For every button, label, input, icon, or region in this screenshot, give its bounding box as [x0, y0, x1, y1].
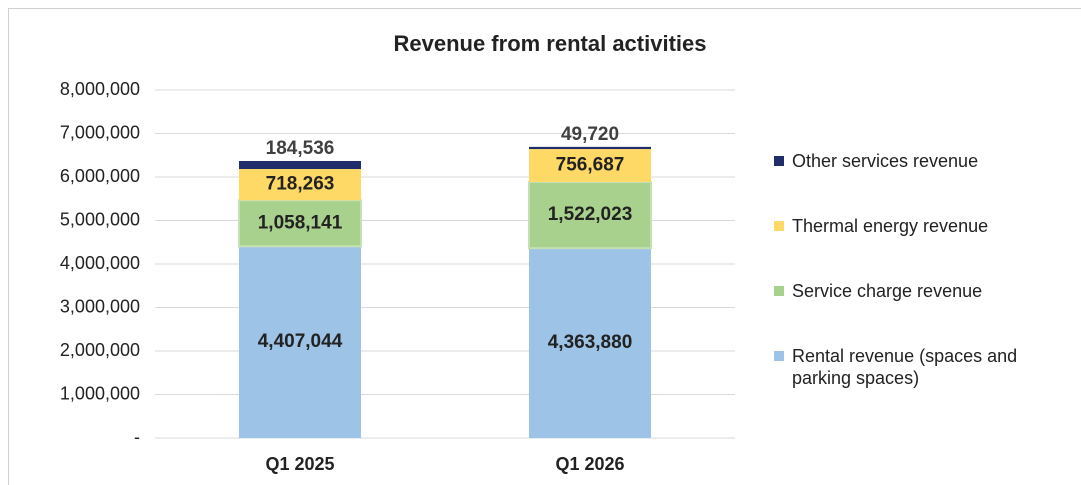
legend-label: Thermal energy revenue [792, 216, 989, 236]
x-tick-label: Q1 2026 [555, 454, 624, 474]
y-tick-label: 3,000,000 [60, 296, 140, 316]
y-tick-label: 8,000,000 [60, 79, 140, 99]
legend-label: Other services revenue [792, 151, 979, 171]
bar-segment [239, 169, 361, 201]
data-label: 718,263 [266, 174, 335, 195]
bar-segment [239, 160, 361, 170]
legend-item: Service charge revenue [770, 280, 1070, 345]
data-label: 756,687 [556, 155, 625, 176]
legend-swatch [774, 351, 784, 361]
data-label: 1,058,141 [258, 212, 343, 233]
legend-label: Service charge revenue [792, 281, 983, 301]
legend-label: Rental revenue (spaces and parking space… [792, 346, 1018, 388]
y-tick-label: - [134, 427, 140, 447]
y-tick-label: 4,000,000 [60, 253, 140, 273]
legend-swatch [774, 156, 784, 166]
legend: Other services revenue Thermal energy rev… [770, 150, 1070, 410]
legend-swatch [774, 221, 784, 231]
chart-title: Revenue from rental activities [393, 31, 706, 56]
bar-segment [528, 180, 652, 250]
chart-border [8, 8, 1081, 485]
y-tick-label: 1,000,000 [60, 383, 140, 403]
data-label: 1,522,023 [548, 204, 633, 225]
data-label: 4,407,044 [258, 331, 343, 352]
legend-item: Thermal energy revenue [770, 215, 1070, 280]
bar-segment [239, 246, 361, 438]
bar-segment [529, 149, 651, 182]
y-tick-label: 7,000,000 [60, 122, 140, 142]
x-tick-label: Q1 2025 [265, 454, 334, 474]
y-tick-label: 2,000,000 [60, 340, 140, 360]
y-tick-label: 6,000,000 [60, 166, 140, 186]
bar-segment [529, 248, 651, 438]
data-label: 184,536 [266, 138, 335, 159]
data-label: 49,720 [561, 124, 619, 145]
data-label: 4,363,880 [548, 332, 633, 353]
legend-item: Rental revenue (spaces and parking space… [770, 345, 1070, 410]
legend-swatch [774, 286, 784, 296]
bar-segment [529, 146, 651, 150]
legend-item: Other services revenue [770, 150, 1070, 215]
y-tick-label: 5,000,000 [60, 209, 140, 229]
